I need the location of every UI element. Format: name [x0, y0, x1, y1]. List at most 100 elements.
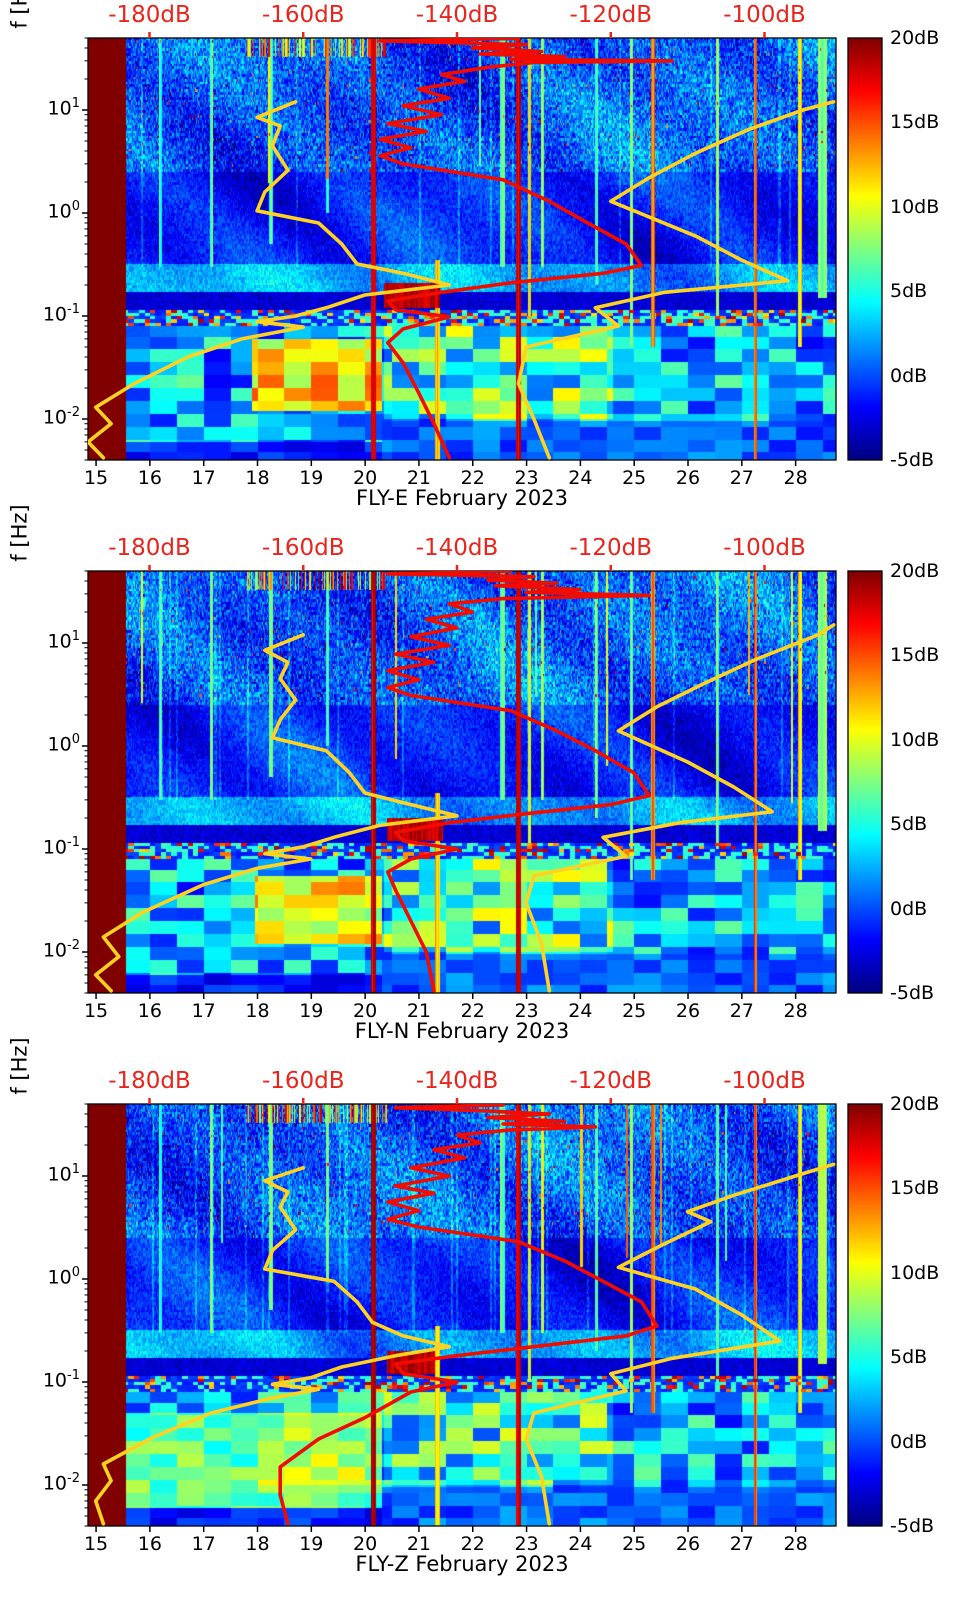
y-tick-mantissa: 10 — [47, 1163, 72, 1186]
x-tick-label: 27 — [729, 467, 754, 489]
y-tick-mantissa: 10 — [42, 939, 68, 962]
colorbar-tick-label: 5dB — [890, 1346, 928, 1369]
top-axis-label: -120dB — [569, 535, 653, 561]
colorbar-tick-label: 5dB — [890, 280, 928, 303]
x-tick-label: 17 — [191, 1000, 216, 1022]
y-tick-mantissa: 10 — [42, 406, 68, 429]
x-tick-label: 16 — [137, 1000, 162, 1022]
colorbar-tick-label: 5dB — [890, 813, 928, 836]
panel-fly-n-spectrogram: f [Hz] FLY-N February 2023 -180dB -160dB -… — [0, 504, 962, 1066]
y-tick-mantissa: 10 — [42, 1472, 68, 1495]
y-tick-label: 100 — [0, 1265, 80, 1289]
top-axis-label: -140dB — [415, 2, 499, 28]
y-tick-mantissa: 10 — [42, 1369, 68, 1392]
y-tick-exponent: 0 — [71, 1265, 80, 1280]
x-tick-label: 18 — [245, 467, 270, 489]
colorbar-tick-label: 0dB — [890, 897, 928, 920]
x-tick-label: 26 — [675, 1533, 701, 1555]
y-axis-label: f [Hz] — [7, 0, 32, 29]
y-tick-label: 101 — [0, 628, 80, 653]
x-axis-title: FLY-Z February 2023 — [355, 1552, 569, 1576]
colorbar-tick-label: 15dB — [890, 1177, 940, 1200]
top-axis-label: -100dB — [723, 535, 806, 561]
top-axis-label: -160dB — [261, 535, 345, 561]
spectrogram-heatmap — [88, 571, 836, 993]
top-axis-label: -140dB — [415, 1068, 499, 1094]
y-tick-mantissa: 10 — [47, 630, 72, 653]
x-tick-label: 28 — [783, 1000, 808, 1022]
panel-fly-e-spectrogram: f [Hz] FLY-E February 2023 -180dB -160dB -… — [0, 0, 962, 533]
x-tick-label: 26 — [675, 1000, 701, 1022]
colorbar-tick-label: -5dB — [890, 982, 935, 1004]
y-tick-mantissa: 10 — [42, 836, 68, 859]
colorbar-gradient — [848, 571, 882, 993]
y-tick-label: 10-2 — [0, 1471, 80, 1495]
colorbar-tick-label: 10dB — [890, 195, 940, 218]
x-axis-title: FLY-N February 2023 — [354, 1019, 570, 1043]
y-tick-exponent: -1 — [67, 302, 80, 317]
y-tick-label: 10-2 — [0, 405, 80, 429]
x-tick-label: 15 — [83, 1000, 109, 1022]
x-tick-label: 17 — [191, 467, 216, 489]
y-tick-label: 10-2 — [0, 938, 80, 962]
top-axis-label: -180dB — [108, 2, 191, 28]
y-tick-label: 101 — [0, 96, 80, 119]
colorbar-tick-label: 0dB — [890, 1430, 928, 1453]
y-tick-label: 10-1 — [0, 302, 80, 326]
y-axis-label: f [Hz] — [7, 1037, 32, 1095]
colorbar-gradient — [848, 1104, 882, 1526]
y-tick-exponent: 1 — [71, 628, 80, 644]
x-tick-label: 27 — [729, 1533, 754, 1555]
x-tick-label: 23 — [514, 1533, 539, 1555]
y-tick-mantissa: 10 — [47, 733, 72, 756]
x-tick-label: 19 — [299, 1000, 324, 1022]
y-tick-exponent: -2 — [67, 405, 80, 420]
top-axis-label: -160dB — [261, 1068, 345, 1094]
x-tick-label: 16 — [137, 1533, 162, 1555]
y-tick-mantissa: 10 — [42, 303, 68, 326]
x-tick-label: 25 — [622, 1000, 647, 1022]
y-tick-mantissa: 10 — [47, 1266, 72, 1289]
panel-fly-z-spectrogram: f [Hz] FLY-Z February 2023 -180dB -160dB -… — [0, 1037, 962, 1599]
y-tick-label: 100 — [0, 732, 80, 756]
colorbar-tick-label: 20dB — [890, 1093, 940, 1115]
x-tick-label: 22 — [460, 1000, 485, 1022]
x-tick-label: 23 — [514, 1000, 539, 1022]
y-tick-exponent: -2 — [67, 938, 80, 953]
x-tick-label: 20 — [353, 1533, 378, 1555]
x-tick-label: 24 — [568, 1000, 593, 1022]
x-tick-label: 21 — [406, 467, 432, 489]
colorbar-tick-label: 20dB — [890, 560, 940, 582]
spectrogram-heatmap — [88, 38, 836, 460]
top-axis-label: -180dB — [108, 1068, 191, 1094]
x-tick-label: 20 — [353, 1000, 378, 1022]
x-tick-label: 19 — [299, 1533, 324, 1555]
y-axis-label: f [Hz] — [7, 504, 32, 562]
top-axis-label: -140dB — [415, 535, 499, 561]
x-tick-label: 25 — [622, 1533, 647, 1555]
x-tick-label: 15 — [83, 1533, 109, 1555]
x-tick-label: 21 — [406, 1000, 432, 1022]
x-tick-label: 22 — [460, 1533, 485, 1555]
x-tick-label: 24 — [568, 1533, 593, 1555]
y-tick-label: 10-1 — [0, 835, 80, 859]
x-tick-label: 25 — [622, 467, 647, 489]
colorbar-tick-label: 15dB — [890, 111, 940, 134]
y-tick-label: 100 — [0, 199, 80, 223]
x-tick-label: 19 — [299, 467, 324, 489]
x-tick-label: 21 — [406, 1533, 432, 1555]
y-tick-exponent: -1 — [67, 835, 80, 850]
y-tick-exponent: 0 — [71, 732, 80, 747]
top-axis-label: -120dB — [569, 1068, 653, 1094]
y-tick-exponent: -1 — [67, 1368, 80, 1383]
x-tick-label: 26 — [675, 467, 701, 489]
x-tick-label: 15 — [83, 467, 109, 489]
colorbar-tick-label: -5dB — [890, 449, 935, 471]
x-tick-label: 27 — [729, 1000, 754, 1022]
colorbar-tick-label: 10dB — [890, 728, 940, 751]
y-tick-mantissa: 10 — [47, 200, 72, 223]
top-axis-label: -180dB — [108, 535, 191, 561]
y-tick-exponent: -2 — [67, 1471, 80, 1486]
x-tick-label: 16 — [137, 467, 162, 489]
